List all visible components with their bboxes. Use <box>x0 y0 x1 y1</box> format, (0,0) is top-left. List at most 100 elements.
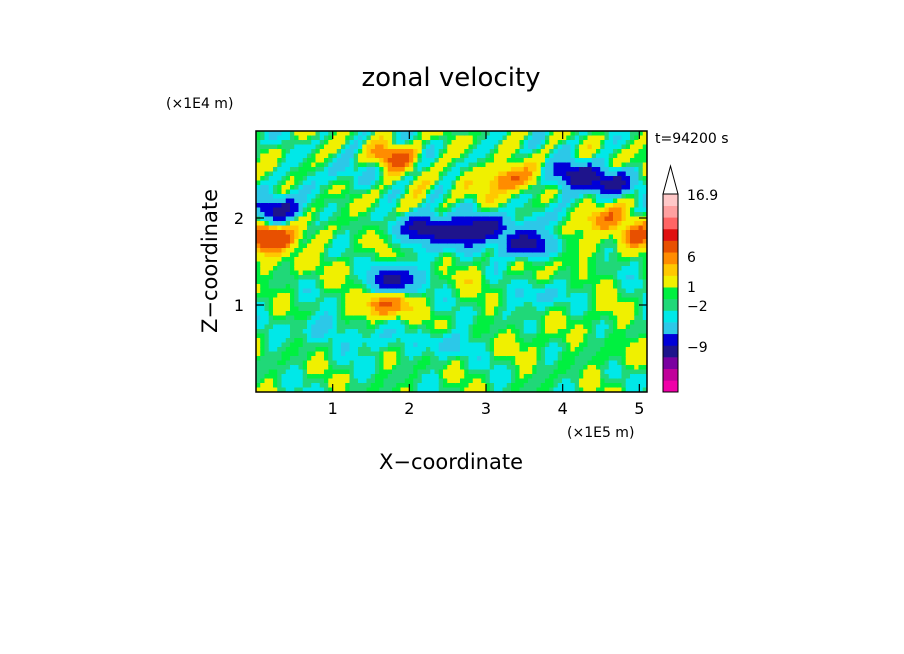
heatmap-cell <box>273 347 278 353</box>
heatmap-cell <box>540 266 546 272</box>
heatmap-cell <box>383 216 389 222</box>
heatmap-cell <box>281 144 287 150</box>
heatmap-cell <box>362 270 368 276</box>
heatmap-cell <box>362 135 368 141</box>
heatmap-cell <box>290 311 295 317</box>
heatmap-cell <box>332 297 338 303</box>
heatmap-cell <box>434 180 440 186</box>
heatmap-cell <box>375 315 380 321</box>
heatmap-cell <box>302 212 308 218</box>
heatmap-cell <box>302 239 308 245</box>
heatmap-cell <box>574 342 580 348</box>
heatmap-cell <box>328 302 334 308</box>
heatmap-cell <box>451 216 457 222</box>
heatmap-cell <box>294 149 300 155</box>
heatmap-cell <box>345 248 351 254</box>
heatmap-cell <box>481 176 487 182</box>
heatmap-cell <box>341 257 346 263</box>
heatmap-cell <box>545 198 550 204</box>
heatmap-cell <box>409 302 414 308</box>
heatmap-cell <box>502 293 508 299</box>
heatmap-cell <box>506 221 512 227</box>
heatmap-cell <box>281 252 287 258</box>
heatmap-cell <box>545 234 550 240</box>
heatmap-cell <box>387 243 393 249</box>
heatmap-cell <box>294 212 300 218</box>
heatmap-cell <box>468 162 474 168</box>
heatmap-cell <box>426 185 431 191</box>
heatmap-cell <box>570 135 576 141</box>
heatmap-cell <box>481 284 487 290</box>
heatmap-cell <box>430 194 436 200</box>
heatmap-cell <box>366 131 372 137</box>
heatmap-cell <box>528 248 533 254</box>
heatmap-cell <box>570 338 576 344</box>
heatmap-cell <box>506 203 512 209</box>
heatmap-cell <box>438 230 444 236</box>
heatmap-cell <box>375 167 380 173</box>
heatmap-cell <box>341 293 346 299</box>
heatmap-cell <box>375 270 380 276</box>
heatmap-cell <box>358 221 363 227</box>
heatmap-cell <box>426 248 431 254</box>
heatmap-cell <box>447 320 453 326</box>
heatmap-cell <box>311 162 317 168</box>
heatmap-cell <box>562 216 567 222</box>
heatmap-cell <box>409 270 414 276</box>
heatmap-cell <box>341 297 346 303</box>
heatmap-cell <box>617 369 623 375</box>
heatmap-cell <box>290 180 295 186</box>
heatmap-cell <box>400 189 406 195</box>
heatmap-cell <box>421 194 427 200</box>
heatmap-cell <box>383 279 389 285</box>
heatmap-cell <box>362 144 368 150</box>
heatmap-cell <box>349 315 355 321</box>
heatmap-cell <box>315 131 321 137</box>
heatmap-cell <box>566 351 572 357</box>
heatmap-cell <box>617 158 623 164</box>
heatmap-cell <box>545 360 550 366</box>
heatmap-cell <box>540 302 546 308</box>
heatmap-cell <box>332 374 338 380</box>
heatmap-cell <box>574 140 580 146</box>
heatmap-cell <box>324 176 329 182</box>
heatmap-cell <box>430 248 436 254</box>
heatmap-cell <box>613 212 618 218</box>
heatmap-cell <box>396 302 402 308</box>
heatmap-cell <box>443 194 448 200</box>
heatmap-cell <box>515 279 521 285</box>
heatmap-cell <box>404 293 410 299</box>
heatmap-cell <box>438 158 444 164</box>
heatmap-cell <box>290 158 295 164</box>
heatmap-cell <box>562 194 567 200</box>
heatmap-cell <box>268 288 274 294</box>
heatmap-cell <box>362 297 368 303</box>
heatmap-cell <box>608 356 614 362</box>
heatmap-cell <box>392 225 397 231</box>
heatmap-cell <box>379 293 385 299</box>
heatmap-cell <box>464 194 470 200</box>
heatmap-cell <box>387 257 393 263</box>
heatmap-cell <box>608 342 614 348</box>
heatmap-cell <box>519 185 525 191</box>
heatmap-cell <box>549 180 555 186</box>
heatmap-cell <box>460 135 465 141</box>
heatmap-cell <box>447 158 453 164</box>
heatmap-cell <box>430 266 436 272</box>
heatmap-cell <box>528 216 533 222</box>
heatmap-cell <box>608 194 614 200</box>
heatmap-cell <box>613 306 618 312</box>
heatmap-cell <box>396 248 402 254</box>
heatmap-cell <box>285 189 291 195</box>
heatmap-cell <box>443 338 448 344</box>
heatmap-cell <box>409 212 414 218</box>
heatmap-cell <box>583 342 589 348</box>
heatmap-cell <box>528 387 533 392</box>
heatmap-cell <box>617 270 623 276</box>
heatmap-cell <box>536 383 542 389</box>
heatmap-cell <box>553 194 559 200</box>
heatmap-cell <box>336 221 342 227</box>
heatmap-cell <box>328 171 334 177</box>
heatmap-cell <box>387 369 393 375</box>
heatmap-cell <box>502 266 508 272</box>
